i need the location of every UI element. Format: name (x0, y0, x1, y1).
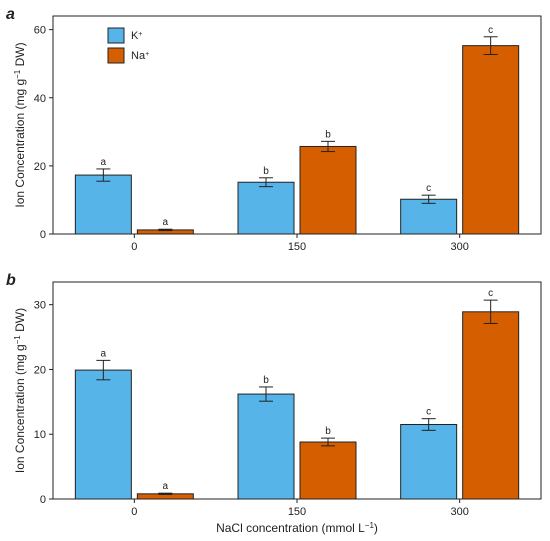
legend-label-k: K+ (131, 30, 142, 42)
x-tick-label-0: 0 (131, 241, 137, 253)
bar-na-300 (462, 45, 520, 235)
y-tick-label-0: 0 (40, 494, 46, 506)
error-bar-k-300 (421, 194, 436, 204)
y-axis-title: Ion Concentration (mg g−1 DW) (13, 308, 28, 473)
error-bar-k-0 (96, 359, 111, 381)
bar-na-300 (462, 311, 520, 500)
error-bar-na-150 (321, 437, 335, 447)
x-tick-label-150: 150 (288, 241, 306, 253)
chart-panel-a: a a a 0 b b 150 c c 300 0 20 40 60 Ion Concentration (… (6, 6, 542, 253)
x-tick-label-300: 300 (450, 506, 468, 518)
x-tick-label-300: 300 (450, 241, 468, 253)
significance-label-na-150: b (325, 129, 331, 140)
y-tick-label-30: 30 (34, 300, 46, 312)
significance-label-k-0: a (101, 157, 107, 168)
y-axis-title: Ion Concentration (mg g−1 DW) (13, 42, 28, 207)
legend: K+ Na+ (107, 27, 149, 64)
significance-label-k-150: b (263, 375, 269, 386)
x-axis-title: NaCl concentration (mmol L−1) (216, 521, 378, 536)
y-tick-label-20: 20 (34, 364, 46, 376)
y-tick-label-10: 10 (34, 429, 46, 441)
y-tick-label-60: 60 (34, 25, 46, 37)
significance-label-na-0: a (163, 481, 169, 492)
error-bar-k-300 (421, 418, 436, 431)
significance-label-k-150: b (263, 166, 269, 177)
error-bar-na-300 (483, 36, 498, 55)
legend-swatch-na (107, 47, 125, 64)
bar-k-150 (237, 181, 295, 235)
bar-k-150 (237, 393, 295, 500)
x-tick-label-150: 150 (288, 506, 306, 518)
bar-k-300 (400, 424, 458, 500)
error-bar-na-0 (158, 492, 173, 495)
plot-frame-b (52, 281, 542, 500)
error-bar-k-150 (259, 386, 273, 402)
y-tick-label-0: 0 (40, 229, 46, 241)
error-bar-k-0 (96, 168, 111, 182)
significance-label-k-300: c (426, 183, 431, 194)
significance-label-na-300: c (488, 25, 493, 36)
error-bar-k-150 (259, 177, 273, 188)
bar-na-150 (299, 441, 357, 500)
plot-frame-a (52, 15, 542, 235)
chart-panel-b: b a a 0 b b 150 c c 300 0 10 20 30 Ion Concentration (… (6, 272, 542, 536)
bar-k-0 (74, 369, 132, 500)
panel-letter-a: a (6, 6, 15, 23)
significance-label-k-0: a (101, 348, 107, 359)
bar-k-300 (400, 198, 458, 235)
significance-label-na-0: a (163, 217, 169, 228)
legend-label-na: Na+ (131, 50, 149, 62)
significance-label-na-300: c (488, 288, 493, 299)
bar-na-150 (299, 145, 357, 235)
error-bar-na-0 (158, 228, 173, 232)
x-tick-label-0: 0 (131, 506, 137, 518)
y-tick-label-20: 20 (34, 161, 46, 173)
error-bar-na-150 (321, 140, 335, 153)
panel-letter-b: b (6, 272, 16, 289)
y-tick-label-40: 40 (34, 93, 46, 105)
significance-label-na-150: b (325, 426, 331, 437)
bar-k-0 (74, 174, 132, 235)
legend-swatch-k (107, 27, 125, 44)
significance-label-k-300: c (426, 407, 431, 418)
error-bar-na-300 (483, 299, 498, 324)
